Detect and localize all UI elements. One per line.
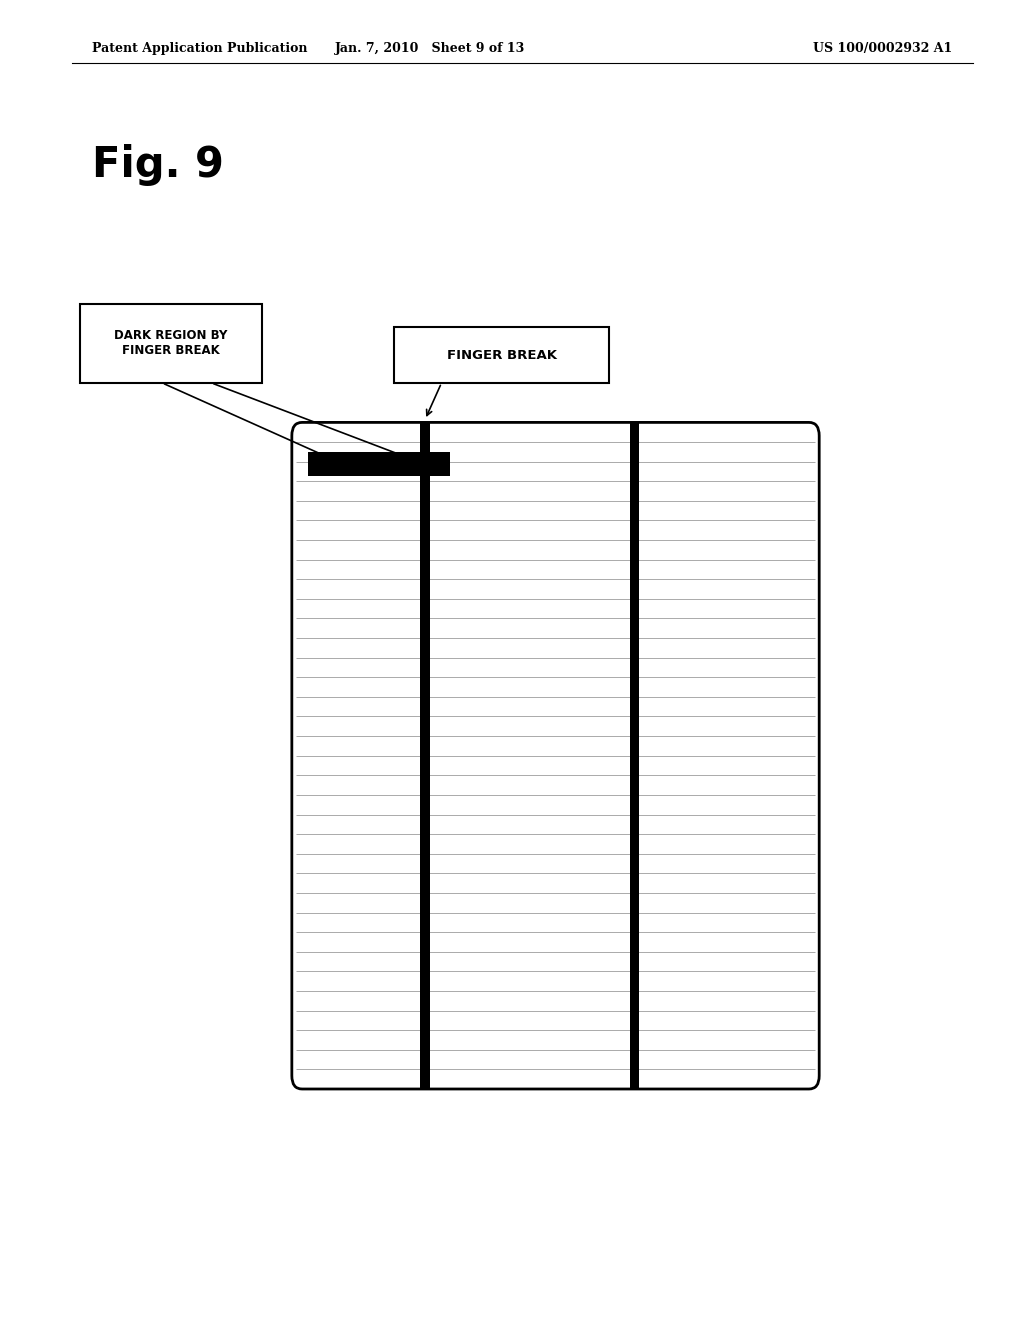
FancyBboxPatch shape: [394, 327, 609, 383]
Bar: [307, 453, 451, 475]
Bar: [631, 422, 639, 1089]
Bar: [420, 422, 430, 1089]
Text: US 100/0002932 A1: US 100/0002932 A1: [813, 42, 952, 55]
Text: Fig. 9: Fig. 9: [92, 144, 224, 186]
Text: Patent Application Publication: Patent Application Publication: [92, 42, 307, 55]
Text: FINGER BREAK: FINGER BREAK: [446, 348, 557, 362]
FancyBboxPatch shape: [292, 422, 819, 1089]
Text: Jan. 7, 2010   Sheet 9 of 13: Jan. 7, 2010 Sheet 9 of 13: [335, 42, 525, 55]
Text: DARK REGION BY
FINGER BREAK: DARK REGION BY FINGER BREAK: [115, 329, 227, 358]
FancyBboxPatch shape: [80, 304, 262, 383]
